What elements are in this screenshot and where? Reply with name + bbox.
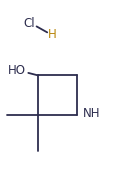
Text: Cl: Cl (24, 17, 35, 30)
Text: H: H (48, 28, 56, 41)
Text: HO: HO (8, 64, 25, 77)
Text: NH: NH (83, 107, 100, 120)
